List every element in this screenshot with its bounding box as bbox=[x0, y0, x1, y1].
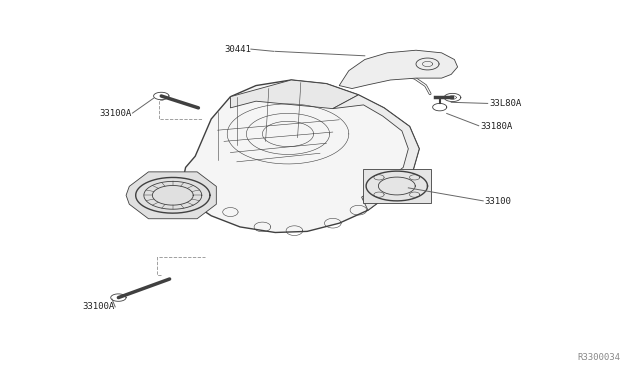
Text: R3300034: R3300034 bbox=[578, 353, 621, 362]
Polygon shape bbox=[230, 80, 358, 109]
Text: 30441: 30441 bbox=[224, 45, 251, 54]
Polygon shape bbox=[182, 80, 419, 232]
Polygon shape bbox=[333, 95, 419, 210]
Polygon shape bbox=[363, 169, 431, 203]
Text: 33100A: 33100A bbox=[99, 109, 131, 118]
Text: 33100: 33100 bbox=[484, 197, 511, 206]
Text: 33L80A: 33L80A bbox=[489, 99, 521, 108]
Text: 33100A: 33100A bbox=[82, 302, 114, 311]
Polygon shape bbox=[339, 50, 458, 89]
Text: 33180A: 33180A bbox=[480, 122, 512, 131]
Polygon shape bbox=[126, 172, 216, 219]
